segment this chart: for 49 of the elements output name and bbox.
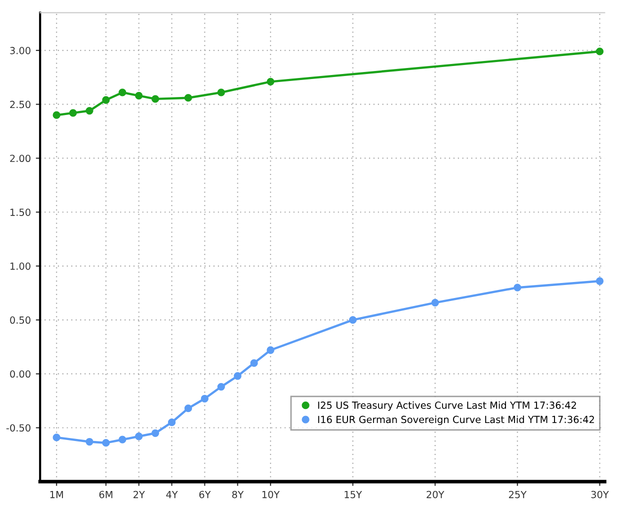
point xyxy=(102,439,110,447)
point xyxy=(596,48,604,56)
point xyxy=(52,434,60,442)
point xyxy=(349,316,357,324)
point xyxy=(168,418,176,426)
y-tick-label: 1.50 xyxy=(10,208,30,216)
point xyxy=(184,94,192,102)
x-tick-label: 6M xyxy=(99,490,112,498)
y-tick-label: 2.00 xyxy=(10,154,30,162)
x-tick-label: 25Y xyxy=(508,490,527,498)
x-tick-label: 15Y xyxy=(344,490,362,498)
point xyxy=(86,438,94,446)
point xyxy=(266,78,274,86)
y-tick-label: 0.00 xyxy=(10,370,30,378)
y-tick-label: 0.50 xyxy=(10,316,30,324)
point xyxy=(69,109,77,117)
x-tick-label: 20Y xyxy=(426,490,444,498)
point xyxy=(596,277,604,285)
point xyxy=(135,432,143,440)
point xyxy=(52,111,60,119)
point xyxy=(431,298,439,307)
y-tick-label: -0.50 xyxy=(6,424,30,432)
legend-label: I16 EUR German Sovereign Curve Last Mid YTM 17:36:42 xyxy=(318,416,594,426)
point xyxy=(266,346,274,354)
y-tick-label: 2.50 xyxy=(10,100,30,108)
point xyxy=(184,404,192,412)
point xyxy=(102,96,110,104)
point xyxy=(200,394,209,402)
point xyxy=(217,88,225,96)
point xyxy=(514,284,522,292)
x-tick-label: 30Y xyxy=(591,490,609,498)
x-tick-label: 10Y xyxy=(262,490,280,498)
y-tick-label: 1.00 xyxy=(10,262,30,270)
point xyxy=(118,88,126,96)
x-tick-label: 4Y xyxy=(166,490,178,498)
point xyxy=(86,106,94,115)
x-tick-label: 1M xyxy=(50,490,63,498)
x-tick-label: 8Y xyxy=(232,490,244,498)
point xyxy=(217,382,225,391)
legend-label: I25 US Treasury Actives Curve Last Mid YTM 17:36:42 xyxy=(318,401,576,411)
point xyxy=(234,372,242,380)
point xyxy=(118,436,126,444)
y-tick-label: 3.00 xyxy=(10,46,30,54)
point xyxy=(152,429,160,437)
point xyxy=(135,92,143,100)
point xyxy=(152,95,160,103)
point xyxy=(250,359,258,367)
x-tick-label: 2Y xyxy=(134,490,145,498)
x-tick-label: 6Y xyxy=(199,490,211,498)
